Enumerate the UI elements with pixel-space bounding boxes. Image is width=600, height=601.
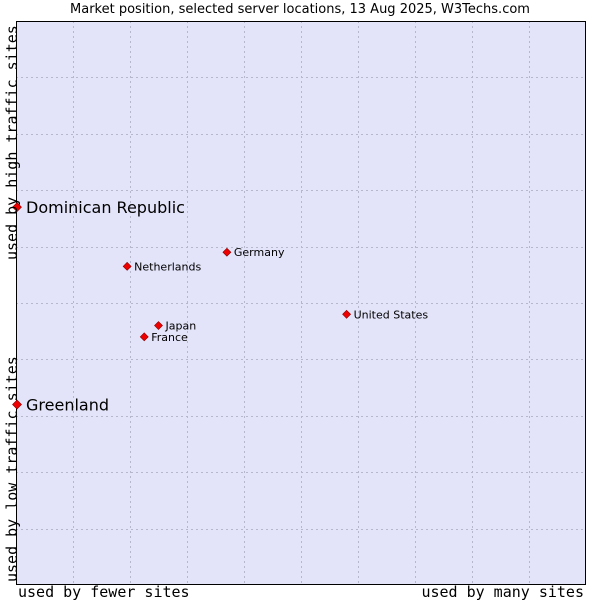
point-marker xyxy=(154,321,163,330)
point-label: France xyxy=(151,331,188,344)
point-label: Japan xyxy=(165,320,197,333)
point-marker xyxy=(139,332,149,342)
plot-frame xyxy=(16,21,586,585)
grid-lines xyxy=(16,21,586,585)
point-label: Germany xyxy=(234,246,285,259)
data-point: Japan xyxy=(154,320,197,333)
chart-title: Market position, selected server locatio… xyxy=(70,2,530,17)
data-point: United States xyxy=(342,308,429,321)
data-point: Dominican Republic xyxy=(12,198,185,217)
point-marker xyxy=(12,399,22,410)
point-label: Greenland xyxy=(26,396,109,415)
point-marker xyxy=(122,261,132,271)
point-marker xyxy=(342,309,352,319)
point-label: United States xyxy=(354,308,429,321)
data-point: France xyxy=(139,331,188,344)
data-point: Greenland xyxy=(12,396,109,415)
point-marker xyxy=(222,247,232,257)
data-point: Germany xyxy=(222,246,285,259)
point-label: Netherlands xyxy=(134,260,201,273)
x-axis-label-right: used by many sites xyxy=(421,583,584,601)
y-axis-label-bottom: used by low traffic sites xyxy=(3,356,21,582)
data-point: Netherlands xyxy=(122,260,201,273)
data-points: Dominican Republic Greenland Germany Nether… xyxy=(12,198,429,415)
y-axis-label-top: used by high traffic sites xyxy=(3,25,21,260)
x-axis-label-left: used by fewer sites xyxy=(18,583,190,601)
point-marker xyxy=(12,202,22,213)
point-label: Dominican Republic xyxy=(26,198,185,217)
